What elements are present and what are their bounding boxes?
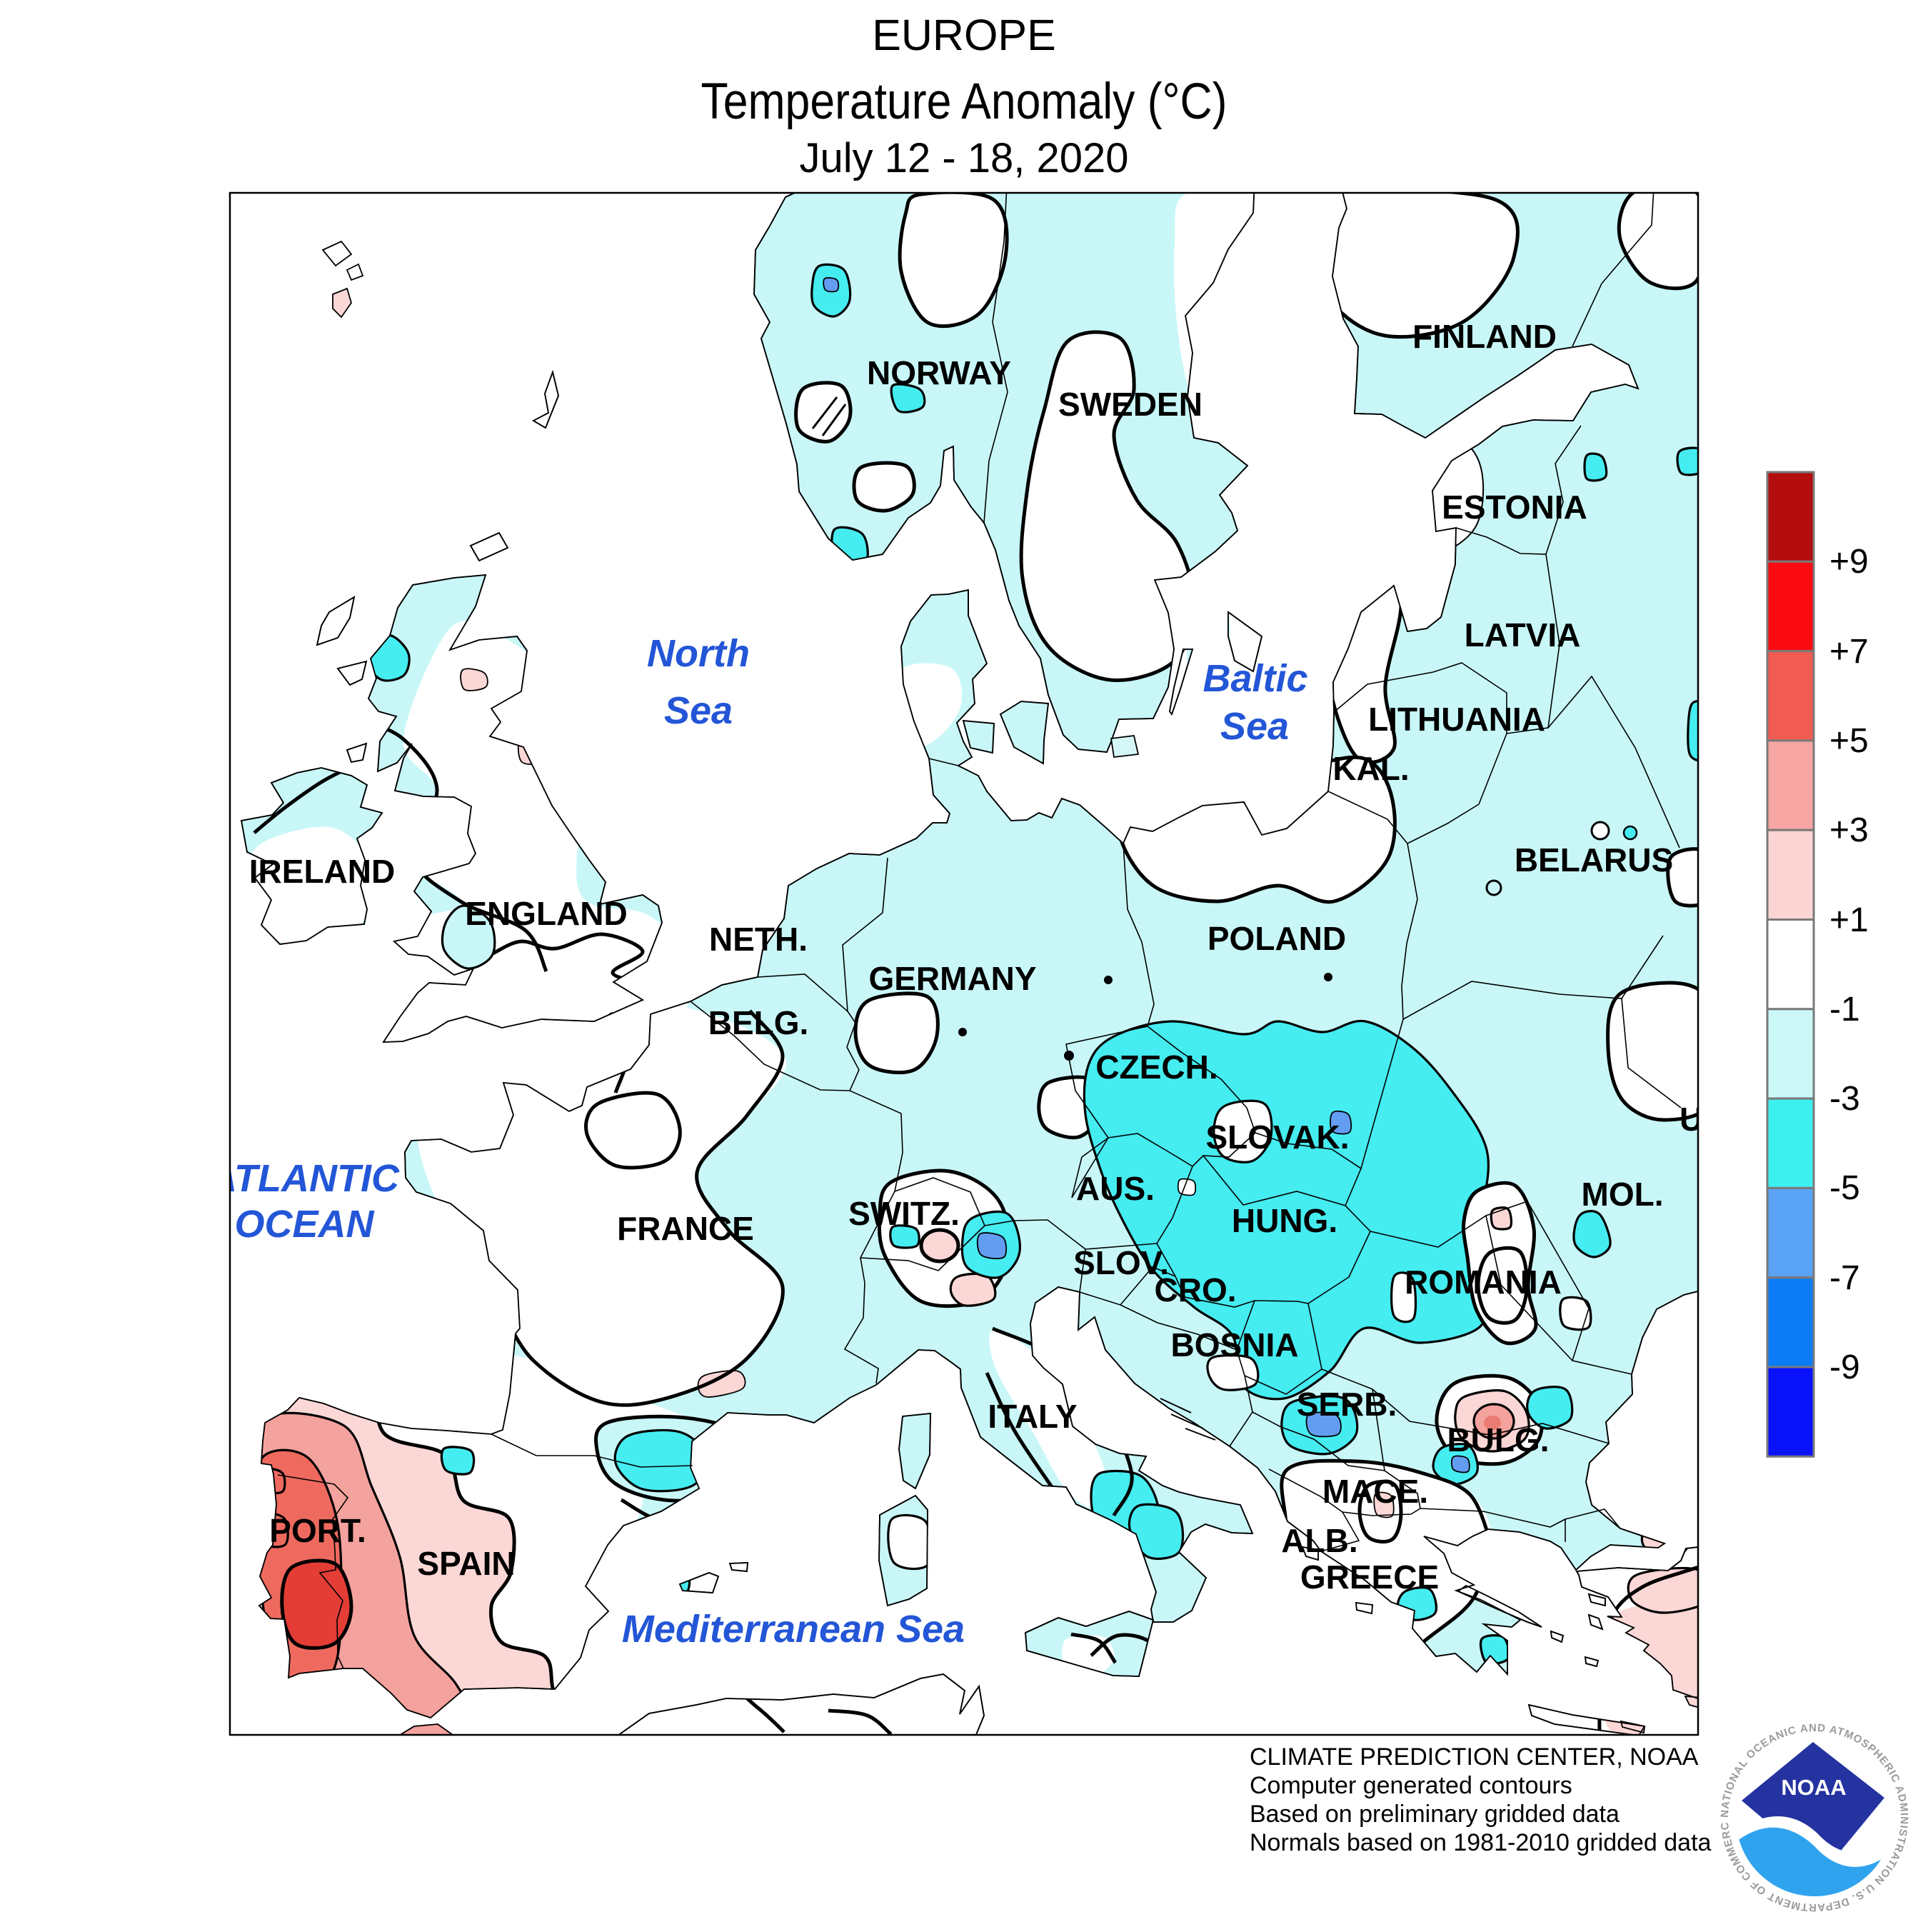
svg-text:UK: UK xyxy=(1680,1101,1727,1138)
svg-text:GERMANY: GERMANY xyxy=(868,960,1036,997)
svg-text:CRO.: CRO. xyxy=(1155,1271,1237,1308)
svg-text:Normals based on 1981-2010 gri: Normals based on 1981-2010 gridded data xyxy=(1250,1829,1712,1856)
svg-text:LATVIA: LATVIA xyxy=(1465,616,1581,654)
svg-text:-9: -9 xyxy=(1829,1348,1860,1386)
svg-text:+1: +1 xyxy=(1829,901,1869,939)
svg-text:NORWAY: NORWAY xyxy=(867,354,1011,391)
svg-text:Temperature Anomaly (°C): Temperature Anomaly (°C) xyxy=(701,74,1227,130)
svg-text:OCEAN: OCEAN xyxy=(234,1203,374,1246)
svg-text:NOAA: NOAA xyxy=(1781,1775,1846,1800)
svg-text:ROMANIA: ROMANIA xyxy=(1405,1263,1562,1301)
svg-text:MOL.: MOL. xyxy=(1582,1176,1664,1213)
svg-text:-7: -7 xyxy=(1829,1259,1860,1297)
svg-text:HUNG.: HUNG. xyxy=(1232,1202,1337,1239)
svg-text:MACE.: MACE. xyxy=(1322,1473,1428,1510)
svg-text:July 12 - 18, 2020: July 12 - 18, 2020 xyxy=(799,135,1128,181)
svg-text:BELG.: BELG. xyxy=(708,1004,809,1041)
svg-text:-3: -3 xyxy=(1829,1080,1860,1118)
svg-text:FINLAND: FINLAND xyxy=(1412,318,1557,355)
svg-text:ITALY: ITALY xyxy=(988,1398,1077,1435)
svg-text:ALB.: ALB. xyxy=(1281,1522,1357,1559)
svg-text:Computer generated contours: Computer generated contours xyxy=(1250,1772,1572,1799)
svg-text:POLAND: POLAND xyxy=(1207,920,1346,957)
svg-text:AUS.: AUS. xyxy=(1076,1170,1155,1207)
svg-text:SPAIN: SPAIN xyxy=(417,1545,515,1582)
svg-text:North: North xyxy=(647,632,750,675)
svg-text:CLIMATE PREDICTION CENTER, NOA: CLIMATE PREDICTION CENTER, NOAA xyxy=(1250,1743,1699,1771)
svg-text:SERB.: SERB. xyxy=(1297,1386,1397,1423)
svg-text:+5: +5 xyxy=(1829,722,1869,760)
svg-text:+9: +9 xyxy=(1829,543,1869,581)
svg-text:Sea: Sea xyxy=(664,689,733,732)
svg-text:SWITZ.: SWITZ. xyxy=(848,1195,960,1232)
svg-text:KAL.: KAL. xyxy=(1332,750,1409,787)
svg-text:-5: -5 xyxy=(1829,1169,1860,1207)
svg-text:EUROPE: EUROPE xyxy=(872,11,1056,59)
svg-text:PORT.: PORT. xyxy=(269,1512,366,1549)
svg-text:BOSNIA: BOSNIA xyxy=(1171,1326,1299,1363)
svg-text:NETH.: NETH. xyxy=(709,921,808,958)
svg-text:SLOVAK.: SLOVAK. xyxy=(1205,1118,1349,1156)
svg-text:-1: -1 xyxy=(1829,991,1860,1028)
svg-text:CZECH.: CZECH. xyxy=(1095,1048,1217,1086)
svg-text:ATLANTIC: ATLANTIC xyxy=(208,1157,400,1200)
svg-text:Mediterranean Sea: Mediterranean Sea xyxy=(622,1608,965,1651)
svg-text:BULG.: BULG. xyxy=(1447,1421,1549,1458)
svg-text:ENGLAND: ENGLAND xyxy=(465,895,627,932)
svg-text:LITHUANIA: LITHUANIA xyxy=(1368,701,1545,738)
svg-text:ESTONIA: ESTONIA xyxy=(1442,489,1587,526)
svg-text:IRELAND: IRELAND xyxy=(249,853,395,890)
svg-text:Based on preliminary gridded d: Based on preliminary gridded data xyxy=(1250,1801,1620,1828)
svg-text:Sea: Sea xyxy=(1220,705,1289,748)
svg-text:GREECE: GREECE xyxy=(1300,1558,1439,1596)
svg-text:FRANCE: FRANCE xyxy=(617,1210,754,1247)
svg-text:Baltic: Baltic xyxy=(1203,657,1307,700)
svg-text:+3: +3 xyxy=(1829,811,1869,849)
svg-text:SWEDEN: SWEDEN xyxy=(1058,386,1203,423)
svg-text:+7: +7 xyxy=(1829,633,1869,671)
svg-text:SLOV.: SLOV. xyxy=(1073,1244,1169,1281)
svg-text:BELARUS: BELARUS xyxy=(1515,841,1673,879)
